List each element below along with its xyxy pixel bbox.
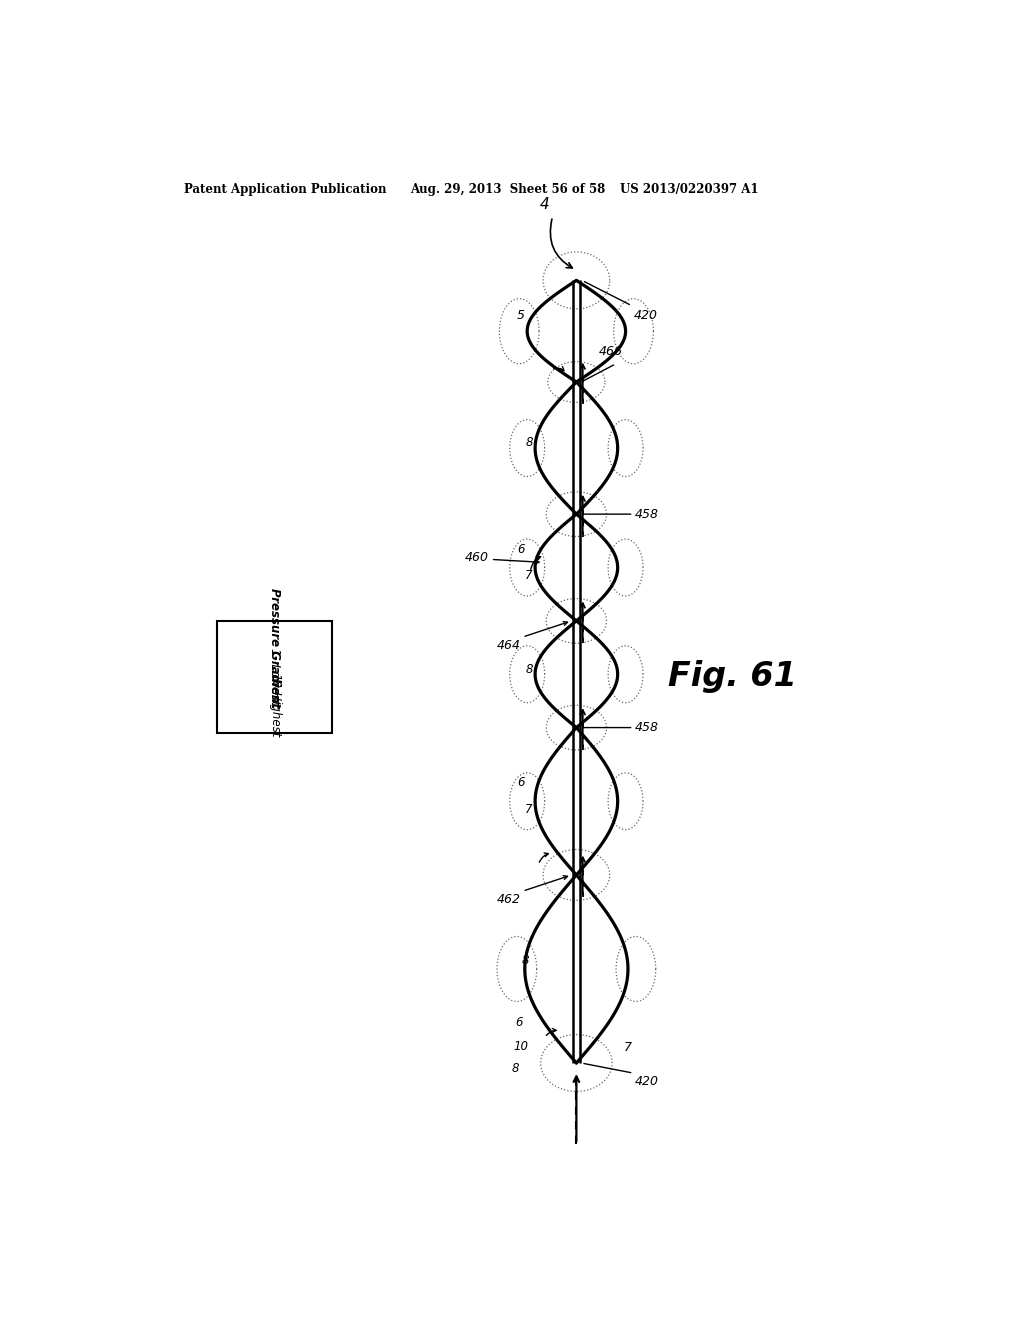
Text: US 2013/0220397 A1: US 2013/0220397 A1 (620, 183, 759, 195)
Text: 10-Highest: 10-Highest (268, 673, 282, 738)
Text: 6: 6 (517, 543, 524, 556)
Text: 10: 10 (514, 1040, 528, 1053)
Text: 458: 458 (635, 508, 659, 520)
Text: 464: 464 (497, 639, 521, 652)
Text: 466: 466 (599, 345, 623, 358)
Text: 420: 420 (634, 309, 657, 322)
Text: 460: 460 (465, 550, 489, 564)
Text: Aug. 29, 2013  Sheet 56 of 58: Aug. 29, 2013 Sheet 56 of 58 (410, 183, 605, 195)
Text: 8: 8 (521, 954, 528, 968)
Text: 1- Lowest: 1- Lowest (268, 648, 282, 705)
Text: Pressure Gradient: Pressure Gradient (268, 589, 282, 709)
Text: Patent Application Publication: Patent Application Publication (183, 183, 386, 195)
Text: 8: 8 (525, 663, 532, 676)
Text: 5: 5 (517, 309, 524, 322)
Text: 7: 7 (624, 1041, 632, 1055)
Text: 8: 8 (525, 437, 532, 450)
Text: 7: 7 (525, 569, 532, 582)
Text: 420: 420 (635, 1076, 659, 1088)
Text: 458: 458 (635, 721, 659, 734)
Text: 8: 8 (512, 1061, 519, 1074)
Text: Fig. 61: Fig. 61 (668, 660, 797, 693)
Text: 4: 4 (540, 197, 550, 213)
Text: 6: 6 (517, 776, 524, 789)
Text: 462: 462 (497, 894, 521, 907)
Text: 6: 6 (515, 1016, 522, 1028)
Text: 7: 7 (525, 803, 532, 816)
FancyBboxPatch shape (217, 620, 333, 733)
